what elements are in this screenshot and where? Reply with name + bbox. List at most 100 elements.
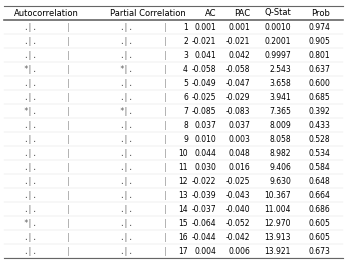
Text: -0.037: -0.037: [192, 205, 216, 214]
Text: |: |: [66, 205, 70, 214]
Text: |: |: [163, 148, 167, 158]
Text: 0.392: 0.392: [308, 106, 330, 116]
Text: 9.406: 9.406: [269, 163, 291, 172]
Text: 0.004: 0.004: [194, 247, 216, 256]
Text: .|.: .|.: [23, 36, 37, 45]
Text: |: |: [163, 64, 167, 73]
Text: |: |: [66, 120, 70, 130]
Text: 13.913: 13.913: [264, 233, 291, 242]
Text: -0.029: -0.029: [226, 92, 250, 101]
Text: -0.021: -0.021: [226, 36, 250, 45]
Text: 11.004: 11.004: [264, 205, 291, 214]
Text: .|.: .|.: [119, 120, 133, 130]
Text: -0.021: -0.021: [192, 36, 216, 45]
Text: 9.630: 9.630: [269, 177, 291, 186]
Text: |: |: [66, 92, 70, 101]
Text: |: |: [66, 247, 70, 256]
Text: -0.047: -0.047: [225, 78, 250, 87]
Text: .|.: .|.: [119, 134, 133, 144]
Text: |: |: [163, 106, 167, 116]
Text: 2: 2: [183, 36, 188, 45]
Text: |: |: [66, 148, 70, 158]
Text: -0.052: -0.052: [226, 219, 250, 228]
Text: .|.: .|.: [119, 92, 133, 101]
Text: 12: 12: [178, 177, 188, 186]
Text: 7.365: 7.365: [269, 106, 291, 116]
Text: 2.543: 2.543: [269, 64, 291, 73]
Text: 1: 1: [183, 22, 188, 31]
Text: |: |: [66, 78, 70, 87]
Text: 11: 11: [178, 163, 188, 172]
Text: 0.801: 0.801: [308, 50, 330, 59]
Text: 0.605: 0.605: [308, 233, 330, 242]
Text: .|.: .|.: [23, 177, 37, 186]
Text: 3.941: 3.941: [269, 92, 291, 101]
Text: *|.: *|.: [23, 219, 37, 228]
Text: 0.048: 0.048: [228, 148, 250, 158]
Text: Partial Correlation: Partial Correlation: [110, 8, 186, 17]
Text: |: |: [163, 247, 167, 256]
Text: 0.044: 0.044: [194, 148, 216, 158]
Text: 12.970: 12.970: [264, 219, 291, 228]
Text: .|.: .|.: [23, 148, 37, 158]
Text: *|.: *|.: [23, 106, 37, 116]
Text: |: |: [163, 120, 167, 130]
Text: |: |: [163, 233, 167, 242]
Text: 0.037: 0.037: [194, 120, 216, 130]
Text: 16: 16: [178, 233, 188, 242]
Text: .|.: .|.: [119, 247, 133, 256]
Text: .|.: .|.: [119, 219, 133, 228]
Text: 0.041: 0.041: [194, 50, 216, 59]
Text: Q-Stat: Q-Stat: [264, 8, 291, 17]
Text: |: |: [163, 177, 167, 186]
Text: 0.685: 0.685: [308, 92, 330, 101]
Text: .|.: .|.: [23, 92, 37, 101]
Text: |: |: [163, 78, 167, 87]
Text: -0.025: -0.025: [192, 92, 216, 101]
Text: 3: 3: [183, 50, 188, 59]
Text: .|.: .|.: [119, 148, 133, 158]
Text: 0.974: 0.974: [308, 22, 330, 31]
Text: .|.: .|.: [119, 163, 133, 172]
Text: .|.: .|.: [23, 233, 37, 242]
Text: .|.: .|.: [23, 163, 37, 172]
Text: |: |: [66, 22, 70, 31]
Text: 7: 7: [183, 106, 188, 116]
Text: 0.006: 0.006: [228, 247, 250, 256]
Text: |: |: [66, 233, 70, 242]
Text: .|.: .|.: [119, 191, 133, 200]
Text: .|.: .|.: [23, 78, 37, 87]
Text: -0.083: -0.083: [226, 106, 250, 116]
Text: 0.433: 0.433: [308, 120, 330, 130]
Text: 8.982: 8.982: [270, 148, 291, 158]
Text: .|.: .|.: [23, 134, 37, 144]
Text: 0.534: 0.534: [308, 148, 330, 158]
Text: 0.637: 0.637: [308, 64, 330, 73]
Text: |: |: [163, 191, 167, 200]
Text: Autocorrelation: Autocorrelation: [14, 8, 78, 17]
Text: 0.001: 0.001: [194, 22, 216, 31]
Text: 8.058: 8.058: [269, 134, 291, 144]
Text: |: |: [66, 219, 70, 228]
Text: 0.042: 0.042: [228, 50, 250, 59]
Text: |: |: [163, 22, 167, 31]
Text: |: |: [66, 106, 70, 116]
Text: 9: 9: [183, 134, 188, 144]
Text: |: |: [163, 134, 167, 144]
Text: PAC: PAC: [234, 8, 250, 17]
Text: 10.367: 10.367: [264, 191, 291, 200]
Text: .|.: .|.: [23, 191, 37, 200]
Text: |: |: [163, 36, 167, 45]
Text: -0.043: -0.043: [225, 191, 250, 200]
Text: 0.648: 0.648: [308, 177, 330, 186]
Text: -0.049: -0.049: [192, 78, 216, 87]
Text: |: |: [66, 134, 70, 144]
Text: -0.064: -0.064: [192, 219, 216, 228]
Text: 0.0010: 0.0010: [264, 22, 291, 31]
Text: .|.: .|.: [23, 50, 37, 59]
Text: 0.905: 0.905: [308, 36, 330, 45]
Text: 0.030: 0.030: [194, 163, 216, 172]
Text: |: |: [66, 64, 70, 73]
Text: .|.: .|.: [119, 36, 133, 45]
Text: 8: 8: [183, 120, 188, 130]
